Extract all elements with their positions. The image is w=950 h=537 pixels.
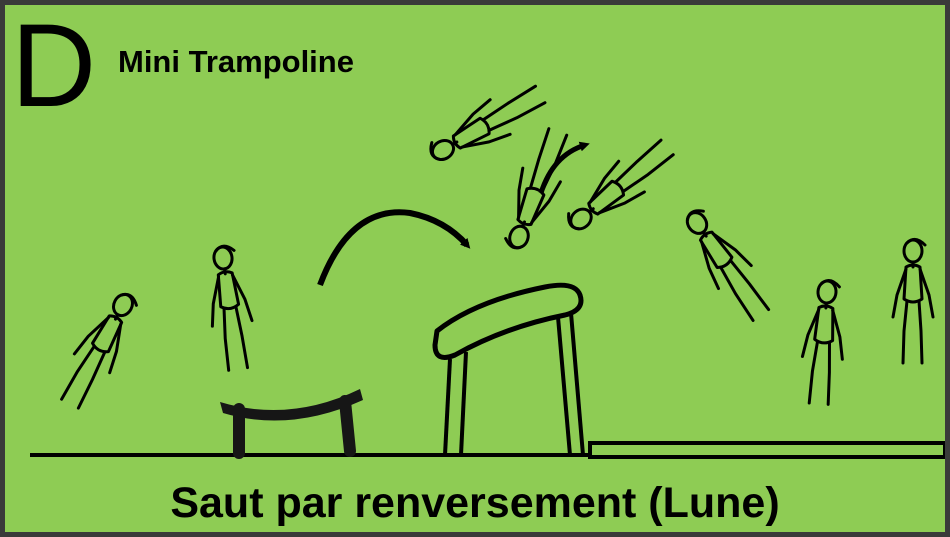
rotation-arrow-icon [317,209,471,287]
mini-trampoline-icon [220,389,363,459]
landing-mat-icon [588,441,945,459]
category-letter: D [11,0,97,132]
apparatus-title: Mini Trampoline [118,44,354,79]
skill-caption: Saut par renversement (Lune) [170,479,780,527]
gymnast-figure-icon [672,200,780,328]
vault-sequence-illustration [30,75,945,459]
gymnast-figure-icon [891,237,935,365]
rotation-arrow-icon [538,141,590,194]
gymnast-figure-icon [494,123,578,257]
gymnast-figure-icon [421,75,552,175]
gymnast-figure-icon [797,277,850,407]
gymnast-figure-icon [51,283,148,415]
gymnast-figure-icon [200,242,260,374]
vaulting-horse-icon [432,282,585,456]
